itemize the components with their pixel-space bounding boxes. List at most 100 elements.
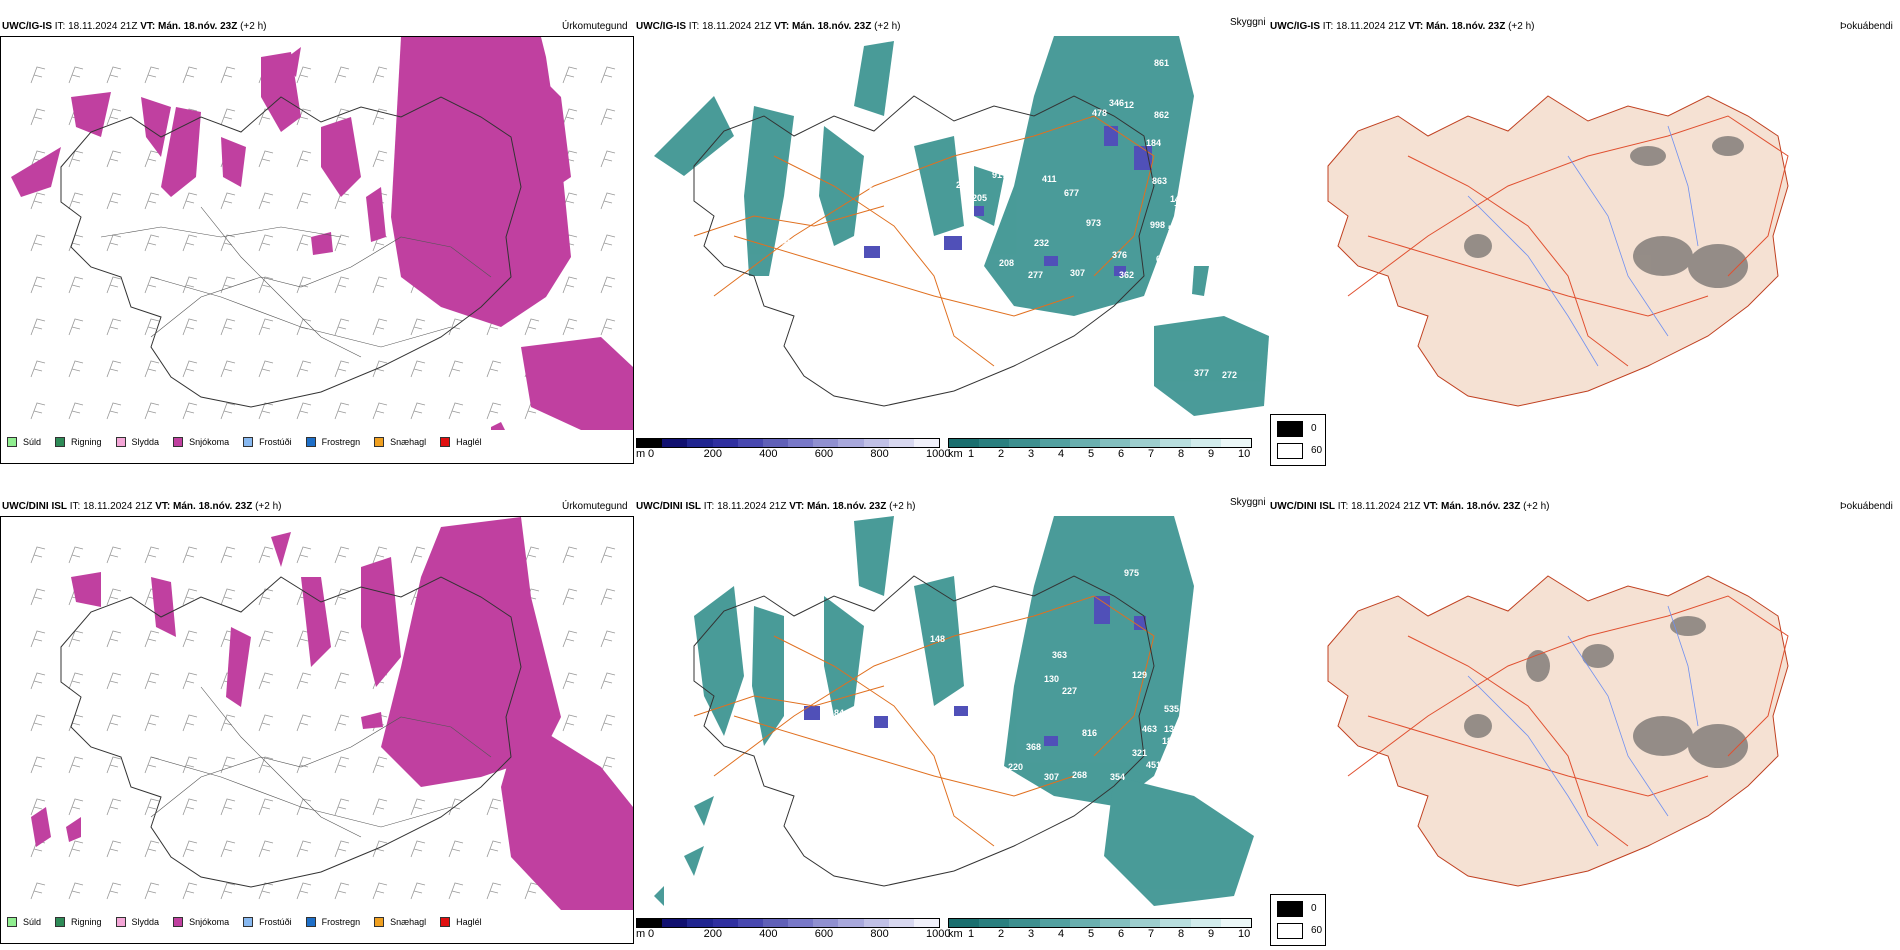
cloud-base-label: 362 <box>869 186 884 196</box>
legend-swatch <box>115 437 126 447</box>
row2-ceiling-ticks: m 0 200 400 600 800 1000 <box>636 928 950 942</box>
cloud-base-label: 535 <box>1164 704 1179 714</box>
colorbar-segment <box>838 919 864 927</box>
colorbar-segment <box>863 439 889 447</box>
colorbar-tick: 8 <box>1178 928 1185 940</box>
row2-vis-panel: UWC/DINI ISL IT: 18.11.2024 21Z VT: Mán.… <box>634 494 1270 944</box>
row1-precip-map-frame: Súld Rigning Slydda Snjókoma Frostúði Frostre… <box>0 36 634 464</box>
row2-visibility-ticks: km 1 2 3 4 5 6 7 8 9 10 <box>948 928 1252 942</box>
legend-swatch <box>173 437 184 447</box>
cloud-base-label: 101 <box>897 246 912 256</box>
colorbar-tick: 10 <box>1238 928 1251 940</box>
cloud-base-label: 143 <box>1170 194 1185 204</box>
colorbar-segment <box>762 919 789 927</box>
legend-item: Rigning <box>55 917 102 927</box>
fog-key-label: 0 <box>1311 423 1317 434</box>
colorbar-segment <box>913 439 940 447</box>
legend-swatch <box>305 917 316 927</box>
cloud-base-label: 22 <box>844 780 854 790</box>
legend-label: Snæhagl <box>390 917 427 927</box>
legend-label: Frostregn <box>321 437 361 447</box>
colorbar-segment <box>788 439 814 447</box>
colorbar-tick: 200 <box>703 928 722 940</box>
colorbar-tick: 200 <box>703 448 722 460</box>
colorbar-segment <box>913 919 940 927</box>
cloud-base-label: 220 <box>1008 762 1023 772</box>
colorbar-tick: 5 <box>1088 928 1095 940</box>
colorbar-segment <box>1130 919 1161 927</box>
row2-precip-panel: UWC/DINI ISL IT: 18.11.2024 21Z VT: Mán.… <box>0 494 634 944</box>
legend-swatch <box>374 437 385 447</box>
legend-swatch <box>55 917 66 927</box>
colorbar-tick: 9 <box>1208 928 1215 940</box>
colorbar-tick: 1000 <box>926 928 951 940</box>
row1-vis-header: UWC/IG-IS IT: 18.11.2024 21Z VT: Mán. 18… <box>636 21 901 32</box>
cloud-base-label: 228 <box>959 143 974 153</box>
cloud-base-label: 12 <box>1124 100 1134 110</box>
colorbar-segment <box>712 919 738 927</box>
colorbar-segment <box>863 919 889 927</box>
cloud-base-label: 658 <box>1156 254 1171 264</box>
legend-label: Snjókoma <box>189 917 230 927</box>
row2-visibility-colorbar <box>948 918 1252 928</box>
fog-key-swatch <box>1277 421 1303 437</box>
colorbar-tick: 2 <box>998 928 1005 940</box>
colorbar-segment <box>662 919 688 927</box>
colorbar-segment <box>737 439 763 447</box>
row1-ceiling-colorbar <box>636 438 940 448</box>
colorbar-tick: 400 <box>759 448 778 460</box>
colorbar-segment <box>979 919 1010 927</box>
colorbar-segment <box>1009 919 1040 927</box>
legend-label: Frostregn <box>321 917 361 927</box>
cloud-base-label: 321 <box>1132 748 1147 758</box>
colorbar-tick: 1000 <box>926 448 951 460</box>
colorbar-segment <box>1100 439 1131 447</box>
colorbar-segment <box>1220 439 1252 447</box>
colorbar-tick: 400 <box>759 928 778 940</box>
colorbar-segment <box>813 439 839 447</box>
row2-ceiling-colorbar <box>636 918 940 928</box>
cloud-base-label: 998 <box>1150 220 1165 230</box>
cloud-base-label: 307 <box>1044 772 1059 782</box>
row1-fog-header: UWC/IG-IS IT: 18.11.2024 21Z VT: Mán. 18… <box>1270 21 1535 32</box>
cloud-base-label: 376 <box>1112 250 1127 260</box>
cloud-base-label: 16 <box>966 242 976 252</box>
cloud-base-label: 235 <box>998 666 1013 676</box>
legend-swatch <box>55 437 66 447</box>
fog-key-label: 60 <box>1311 925 1323 936</box>
cloud-base-label: 451 <box>1146 760 1161 770</box>
legend-label: Haglél <box>456 437 482 447</box>
row1-fog-map <box>1327 95 1789 407</box>
legend-item: Haglél <box>440 437 482 447</box>
colorbar-segment <box>1039 919 1070 927</box>
colorbar-segment <box>1009 439 1040 447</box>
colorbar-tick: 800 <box>870 448 889 460</box>
colorbar-tick: 2 <box>998 448 1005 460</box>
legend-swatch <box>115 917 126 927</box>
legend-item: Frostregn <box>305 437 361 447</box>
row2-fog-panel: UWC/DINI ISL IT: 18.11.2024 21Z VT: Mán.… <box>1268 494 1900 944</box>
cloud-base-label: 150 <box>877 744 892 754</box>
legend-label: Súld <box>23 437 42 447</box>
cloud-base-label: 861 <box>1154 58 1169 68</box>
legend-item: Frostúði <box>243 437 292 447</box>
colorbar-segment <box>1160 439 1191 447</box>
cloud-base-label: 478 <box>1092 108 1107 118</box>
colorbar-tick: 7 <box>1148 448 1155 460</box>
legend-swatch <box>7 917 17 927</box>
colorbar-tick: 0 <box>648 928 655 940</box>
row1-precip-header: UWC/IG-IS IT: 18.11.2024 21Z VT: Mán. 18… <box>2 21 267 32</box>
fog-key-swatch <box>1277 923 1303 939</box>
colorbar-segment <box>1190 439 1221 447</box>
legend-label: Slydda <box>131 917 160 927</box>
fog-key-swatch <box>1277 901 1303 917</box>
colorbar-segment <box>1160 919 1191 927</box>
colorbar-segment <box>1039 439 1070 447</box>
colorbar-segment <box>712 439 738 447</box>
colorbar-segment <box>1100 919 1131 927</box>
row1-ceiling-ticks: m 0 200 400 600 800 1000 <box>636 448 950 462</box>
cloud-base-label: 91 <box>969 158 979 168</box>
row2-fog-title: Þokuábendi <box>1840 501 1893 512</box>
